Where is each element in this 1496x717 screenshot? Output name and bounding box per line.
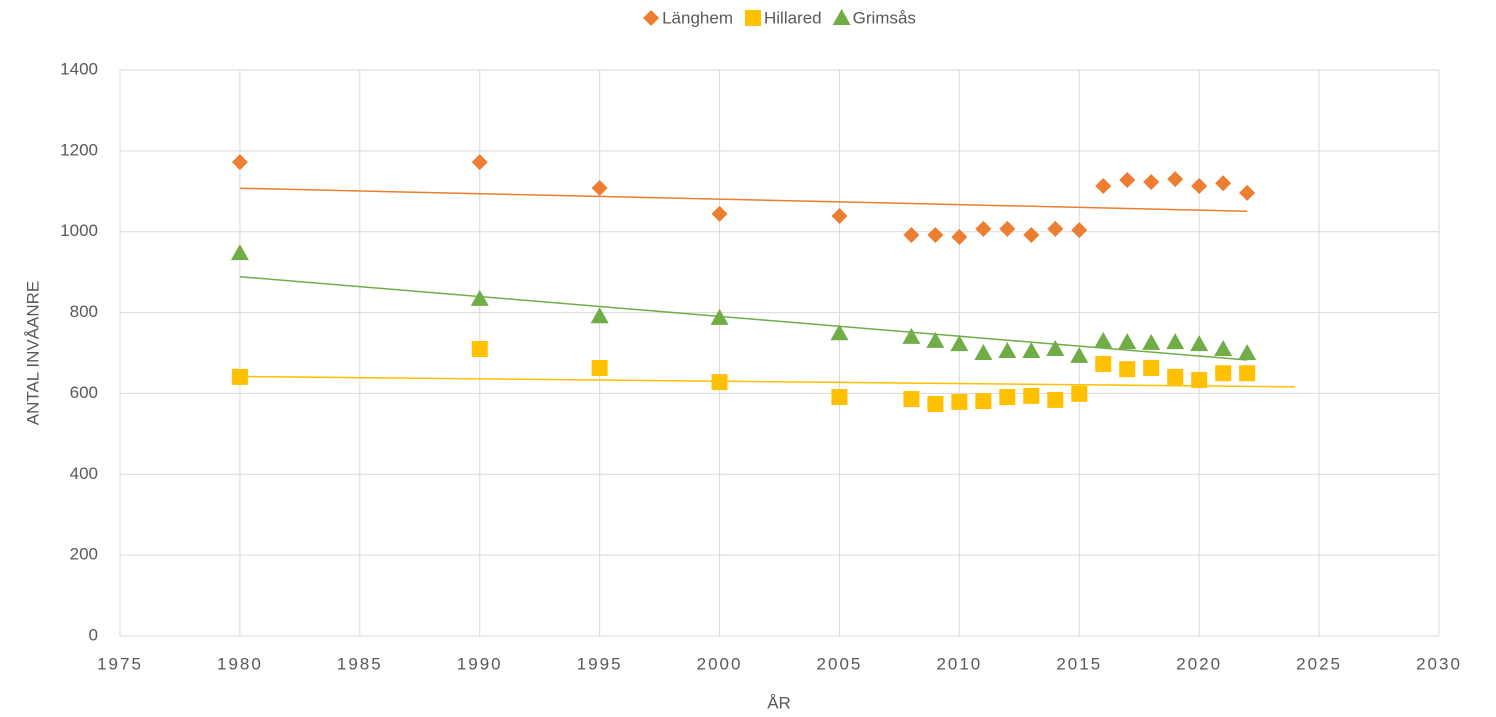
marker <box>1191 178 1208 195</box>
marker <box>831 207 848 224</box>
marker <box>1215 175 1232 192</box>
marker <box>710 308 729 325</box>
marker <box>1046 339 1065 356</box>
marker <box>975 220 992 237</box>
y-tick-label: 200 <box>70 545 98 564</box>
marker <box>998 341 1017 358</box>
y-tick-label: 400 <box>70 464 98 483</box>
x-tick-label: 2025 <box>1296 654 1342 673</box>
marker <box>903 391 920 408</box>
marker <box>231 154 248 171</box>
marker <box>926 331 945 348</box>
marker <box>1239 184 1256 201</box>
x-tick-label: 1980 <box>217 654 263 673</box>
legend-label: Länghem <box>662 8 733 27</box>
x-tick-label: 1975 <box>97 654 143 673</box>
marker <box>830 324 849 341</box>
marker <box>1023 226 1040 243</box>
marker <box>999 389 1016 406</box>
marker <box>1167 171 1184 188</box>
y-tick-label: 600 <box>70 383 98 402</box>
marker <box>1239 365 1256 382</box>
marker <box>999 220 1016 237</box>
trendline <box>239 187 1248 212</box>
marker <box>1095 178 1112 195</box>
x-tick-label: 2010 <box>936 654 982 673</box>
trendline <box>239 276 1248 361</box>
marker <box>1215 365 1232 382</box>
marker <box>1143 359 1160 376</box>
marker <box>591 359 608 376</box>
marker <box>1071 222 1088 239</box>
marker <box>230 244 249 261</box>
marker <box>1238 344 1257 360</box>
marker <box>471 154 488 171</box>
marker <box>1119 171 1136 188</box>
marker <box>832 9 851 25</box>
marker <box>927 226 944 243</box>
y-tick-label: 1400 <box>60 59 98 78</box>
marker <box>711 374 728 391</box>
x-tick-label: 2005 <box>817 654 863 673</box>
marker <box>950 335 969 352</box>
x-tick-label: 1995 <box>577 654 623 673</box>
x-tick-label: 2020 <box>1176 654 1222 673</box>
marker <box>711 205 728 222</box>
x-tick-label: 2000 <box>697 654 743 673</box>
marker <box>1214 339 1233 356</box>
marker <box>1166 333 1185 350</box>
marker <box>903 226 920 243</box>
marker <box>831 389 848 406</box>
marker <box>231 368 248 385</box>
marker <box>951 228 968 245</box>
marker <box>1190 335 1209 352</box>
legend-label: Grimsås <box>853 8 916 27</box>
marker <box>1119 361 1136 378</box>
legend-label: Hillared <box>764 8 822 27</box>
marker <box>951 393 968 410</box>
y-tick-label: 1200 <box>60 140 98 159</box>
marker <box>1118 333 1137 350</box>
marker <box>1023 387 1040 404</box>
marker <box>471 340 488 357</box>
marker <box>1095 355 1112 372</box>
marker <box>591 180 608 197</box>
marker <box>1142 333 1161 350</box>
marker <box>1071 385 1088 402</box>
marker <box>744 10 761 26</box>
marker <box>590 307 609 324</box>
marker <box>1070 346 1089 363</box>
marker <box>1167 368 1184 385</box>
y-tick-label: 1000 <box>60 221 98 240</box>
y-tick-label: 0 <box>89 625 98 644</box>
x-tick-label: 2015 <box>1056 654 1102 673</box>
marker <box>643 10 660 26</box>
y-axis-title: ANTAL INVÅANRE <box>23 281 42 426</box>
x-tick-label: 1990 <box>457 654 503 673</box>
legend: Länghem Hillared Grimsås <box>643 8 916 27</box>
marker <box>1143 173 1160 190</box>
marker <box>974 344 993 360</box>
marker <box>902 327 921 344</box>
x-axis-title: ÅR <box>767 693 791 712</box>
y-tick-label: 800 <box>70 302 98 321</box>
marker <box>1047 391 1064 408</box>
marker <box>470 289 489 306</box>
marker <box>975 393 992 410</box>
x-tick-label: 2030 <box>1416 654 1462 673</box>
marker <box>1047 220 1064 237</box>
trendline <box>239 375 1296 388</box>
marker <box>1022 341 1041 358</box>
marker <box>927 395 944 412</box>
marker <box>1191 372 1208 389</box>
marker <box>1094 331 1113 348</box>
x-tick-label: 1985 <box>337 654 383 673</box>
